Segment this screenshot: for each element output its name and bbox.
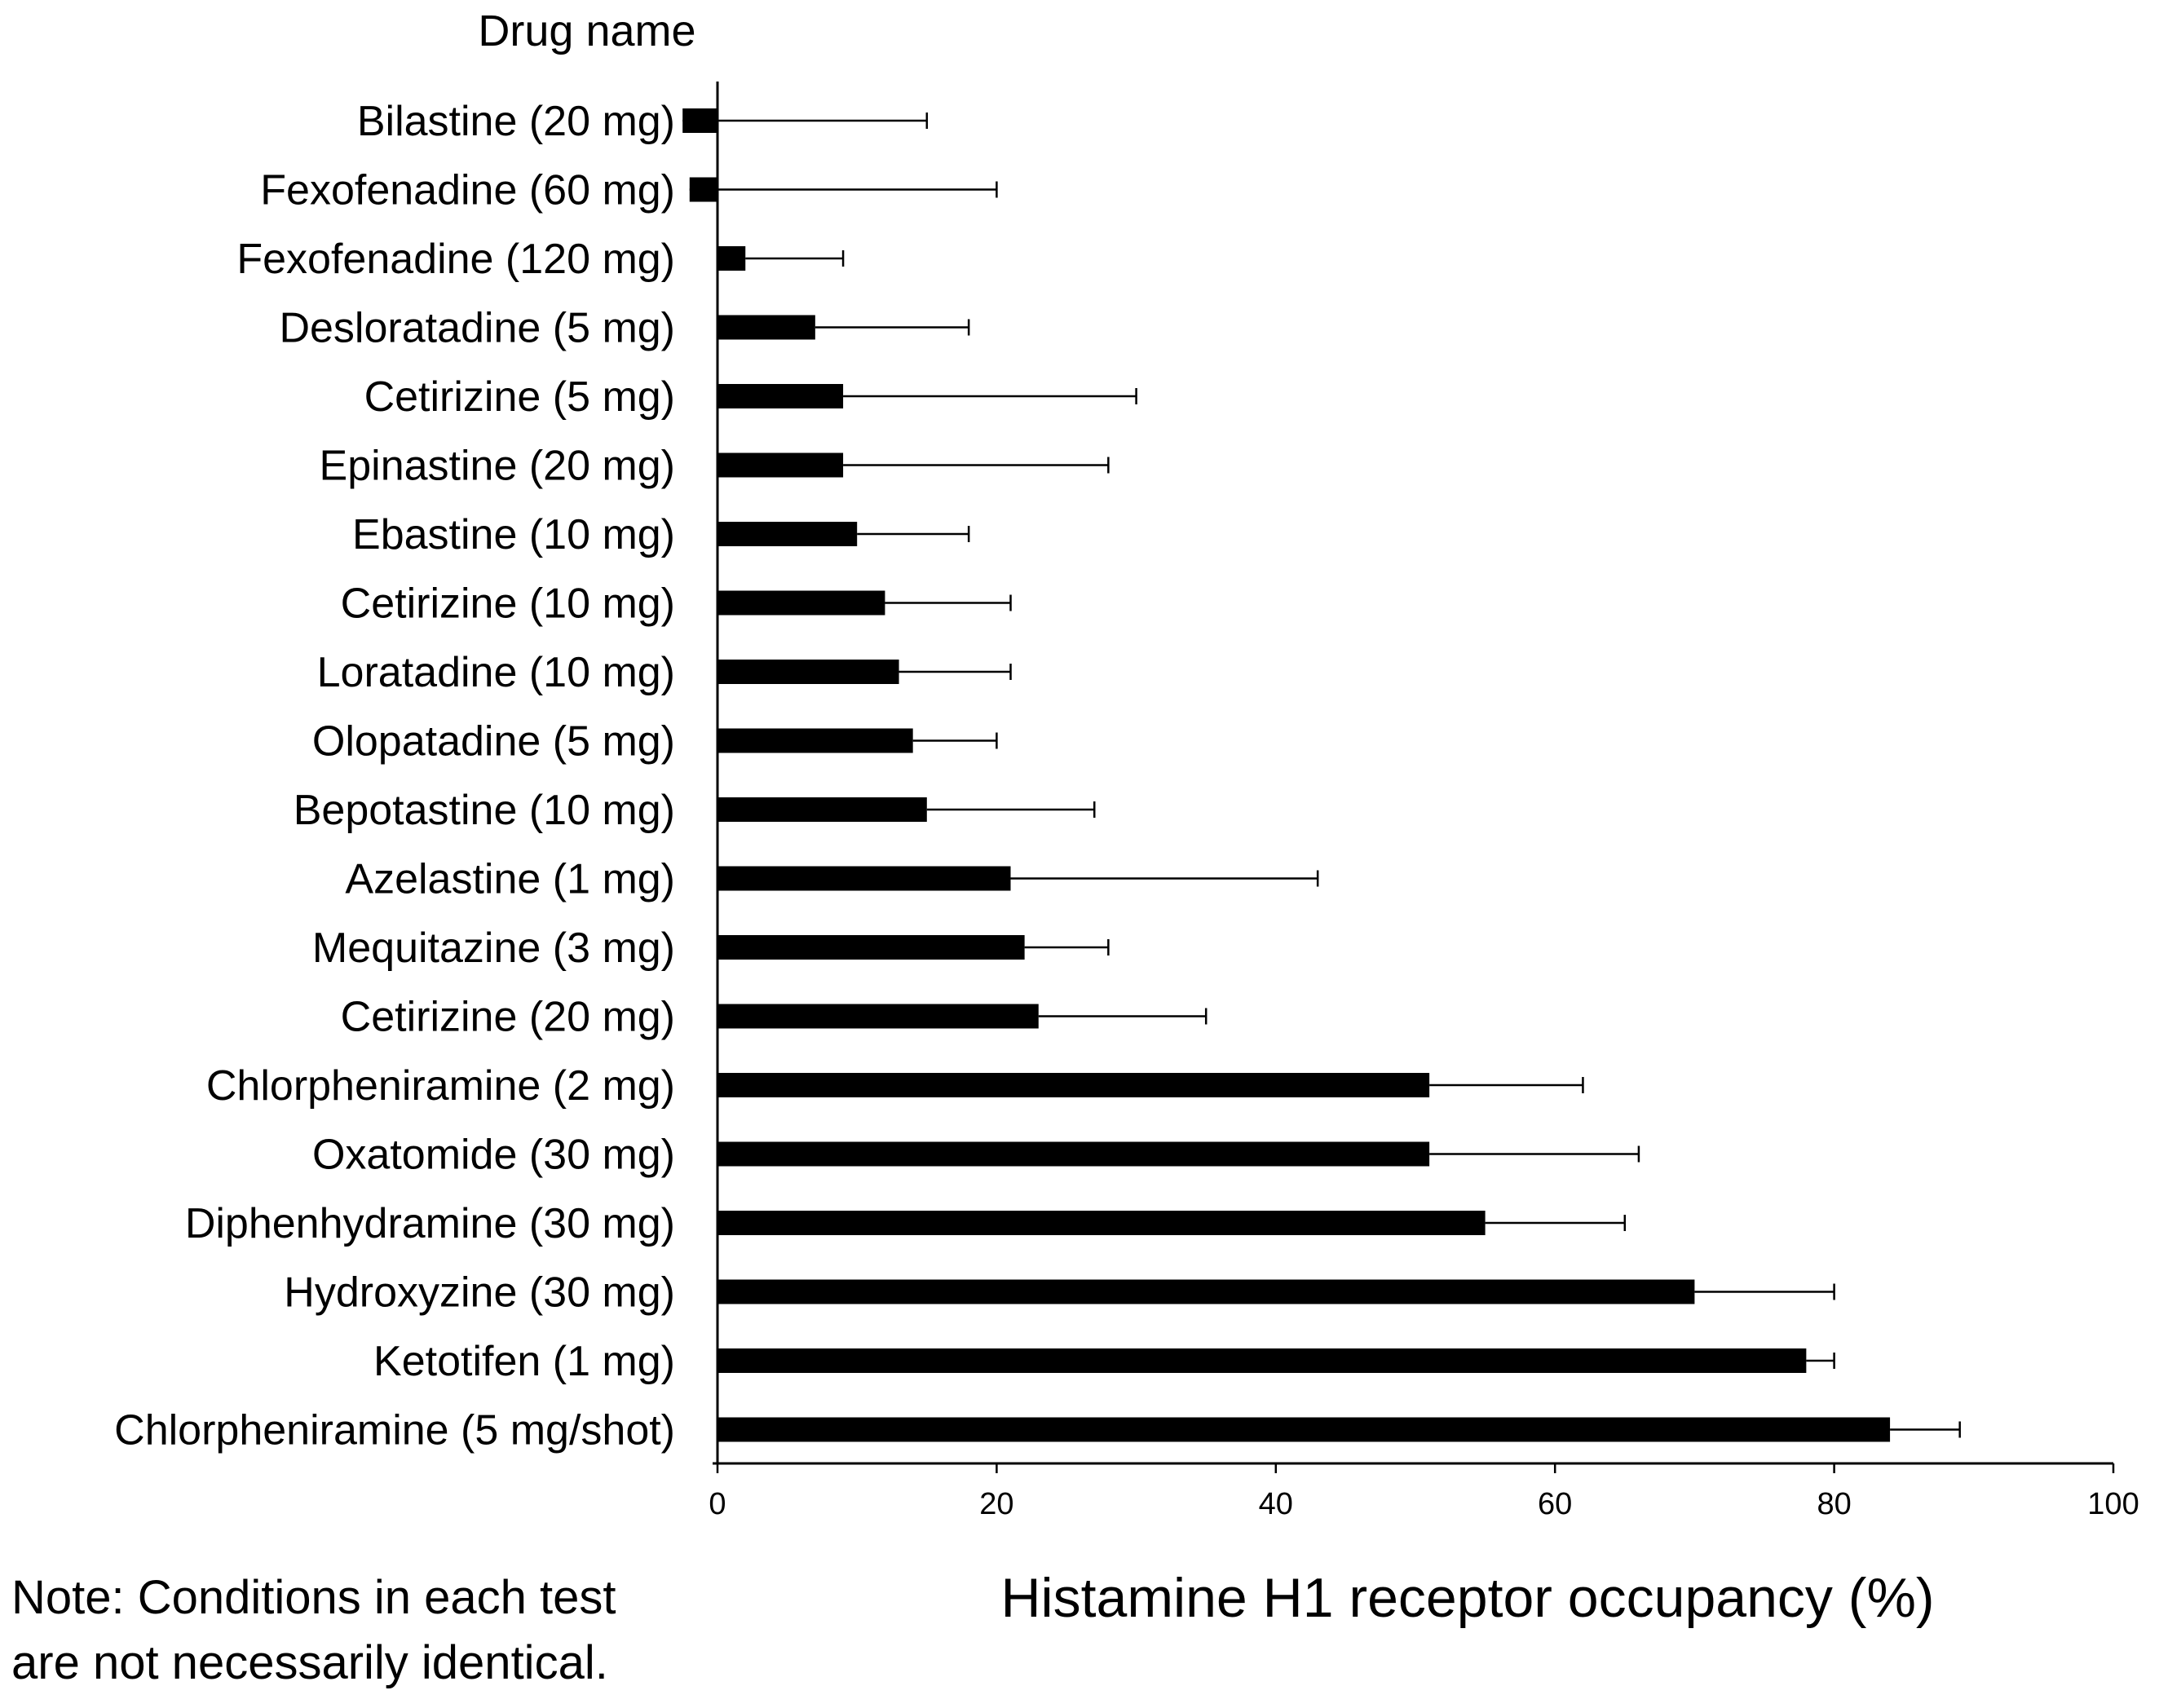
category-label: Fexofenadine (120 mg): [236, 236, 675, 283]
category-label: Diphenhydramine (30 mg): [185, 1200, 675, 1247]
category-label: Bilastine (20 mg): [357, 98, 675, 145]
x-tick-label: 40: [1259, 1487, 1293, 1521]
bar: [717, 1211, 1486, 1235]
bar: [717, 866, 1011, 891]
category-label: Ebastine (10 mg): [352, 511, 675, 558]
bar: [717, 660, 899, 684]
category-label: Mequitazine (3 mg): [312, 925, 675, 972]
footnote-line-1: Note: Conditions in each test: [11, 1571, 616, 1624]
x-tick-label: 80: [1817, 1487, 1851, 1521]
category-label: Chlorpheniramine (5 mg/shot): [114, 1407, 675, 1454]
footnote: Note: Conditions in each test are not ne…: [11, 1565, 616, 1696]
x-axis-title: Histamine H1 receptor occupancy (%): [1000, 1567, 1934, 1629]
x-axis-ticks: 0 20 40 60 80 100: [709, 1463, 2139, 1521]
error-bars-group: [682, 113, 1961, 1438]
category-label: Fexofenadine (60 mg): [260, 167, 675, 214]
category-label: Epinastine (20 mg): [320, 443, 675, 490]
bar: [717, 590, 885, 616]
bar: [717, 246, 746, 271]
category-label: Chlorpheniramine (2 mg): [206, 1062, 675, 1110]
bar: [717, 315, 815, 340]
bar: [717, 522, 858, 546]
category-label: Loratadine (10 mg): [317, 649, 675, 696]
category-label: Cetirizine (10 mg): [341, 580, 675, 628]
bar: [717, 1279, 1695, 1304]
bar: [717, 452, 844, 478]
bar: [717, 384, 844, 408]
x-tick-label: 0: [709, 1487, 726, 1521]
footnote-line-2: are not necessarily identical.: [11, 1636, 608, 1689]
category-label: Oxatomide (30 mg): [312, 1132, 675, 1179]
category-label: Azelastine (1 mg): [345, 856, 675, 903]
category-label: Hydroxyzine (30 mg): [284, 1269, 675, 1317]
bar: [717, 728, 913, 753]
category-labels: Bilastine (20 mg) Fexofenadine (60 mg) Fex…: [114, 98, 675, 1454]
category-label: Cetirizine (20 mg): [341, 994, 675, 1041]
category-label: Cetirizine (5 mg): [364, 373, 675, 421]
category-label: Desloratadine (5 mg): [279, 305, 675, 352]
x-tick-label: 20: [979, 1487, 1013, 1521]
category-label: Ketotifen (1 mg): [373, 1338, 675, 1385]
bar: [717, 1004, 1039, 1029]
x-tick-label: 100: [2087, 1487, 2139, 1521]
x-tick-label: 60: [1538, 1487, 1572, 1521]
bar: [717, 1141, 1430, 1167]
category-label: Olopatadine (5 mg): [312, 718, 675, 766]
bar: [717, 935, 1025, 960]
bar: [717, 1073, 1430, 1097]
bar: [717, 1348, 1807, 1373]
bar: [717, 1417, 1891, 1442]
bar: [717, 797, 927, 822]
bars-group: [682, 108, 1891, 1442]
category-label: Bepotastine (10 mg): [294, 787, 675, 834]
category-axis-header: Drug name: [478, 7, 695, 55]
